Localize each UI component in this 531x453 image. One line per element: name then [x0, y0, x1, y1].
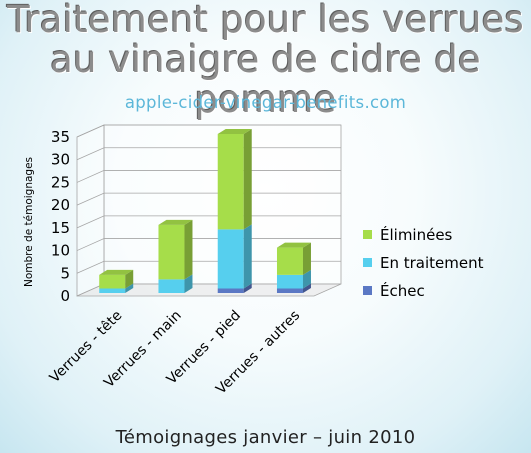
bar-side	[243, 224, 252, 289]
chart-title-line-1: Traitement pour les verrues	[6, 0, 525, 41]
legend-label: En traitement	[380, 254, 484, 272]
grid-line	[76, 238, 341, 251]
bar-segment	[217, 129, 252, 230]
legend-swatch	[363, 286, 372, 295]
bar-stack	[276, 242, 311, 293]
bar-front	[217, 134, 244, 230]
bar-front	[276, 274, 303, 289]
bar-side	[302, 242, 311, 275]
bar-top	[276, 242, 311, 248]
y-tick-label: 25	[51, 173, 70, 191]
bar-segment	[217, 224, 252, 289]
bar-stack	[158, 219, 193, 293]
bar-side	[302, 269, 311, 289]
y-axis-ticks: 0 5 10 15 20 25 30 35	[51, 128, 70, 305]
bar-side	[125, 269, 134, 289]
bar-front	[276, 247, 303, 275]
bar-front	[99, 288, 126, 293]
grid-line	[76, 147, 341, 161]
grid-line	[76, 192, 341, 206]
bar-segment	[276, 242, 311, 275]
bar-side	[125, 283, 134, 293]
bar-top	[99, 269, 134, 275]
y-tick-label: 35	[51, 128, 70, 146]
bar-front	[276, 288, 303, 293]
y-axis-label: Nombre de témoignages	[23, 157, 35, 287]
legend-swatch	[363, 258, 372, 267]
chart-title-line-2: au vinaigre de cidre de pomme	[50, 38, 481, 121]
legend-item: En traitement	[363, 254, 484, 272]
bar-stack	[217, 129, 252, 293]
grid-line	[76, 260, 341, 274]
legend-swatch	[363, 230, 372, 239]
bar-side	[184, 274, 193, 293]
bar-segment	[158, 219, 193, 280]
y-tick-label: 10	[51, 242, 70, 260]
bar-front	[158, 224, 185, 280]
bar-segment	[276, 269, 311, 289]
bar-front	[158, 279, 185, 293]
legend: Éliminées En traitement Échec	[363, 225, 484, 300]
floor	[76, 283, 342, 297]
chart-title: Traitement pour les verrues au vinaigre …	[0, 0, 531, 120]
bar-segment	[158, 274, 193, 293]
bar-segment	[276, 283, 311, 293]
bar-side	[243, 129, 252, 230]
bar-top	[158, 219, 193, 225]
bar-top	[217, 129, 252, 134]
chart-footer: Témoignages janvier – juin 2010	[115, 427, 416, 448]
bar-stack	[99, 269, 134, 293]
legend-item: Échec	[363, 281, 425, 300]
legend-item: Éliminées	[363, 225, 453, 244]
bar-front	[99, 274, 126, 289]
y-tick-label: 5	[60, 264, 70, 282]
bar-side	[302, 283, 311, 293]
bar-segment	[99, 269, 134, 289]
legend-label: Éliminées	[380, 225, 453, 244]
bar-segment	[217, 283, 252, 293]
y-tick-label: 30	[51, 151, 70, 169]
y-tick-label: 20	[51, 196, 70, 214]
bar-front	[217, 229, 244, 289]
bar-side	[184, 219, 193, 280]
bar-side	[243, 283, 252, 293]
bars	[99, 129, 311, 293]
legend-label: Échec	[380, 281, 425, 300]
bar-segment	[99, 283, 134, 293]
y-tick-label: 0	[60, 287, 70, 305]
chart-subtitle: apple-cider-vinegar-benefits.com	[124, 93, 407, 112]
y-tick-label: 15	[51, 219, 70, 237]
grid-line	[76, 124, 341, 138]
grid-line	[76, 170, 341, 183]
side-wall	[76, 124, 105, 297]
grid-line	[76, 215, 341, 229]
bar-front	[217, 288, 244, 293]
grid-lines	[76, 124, 341, 274]
